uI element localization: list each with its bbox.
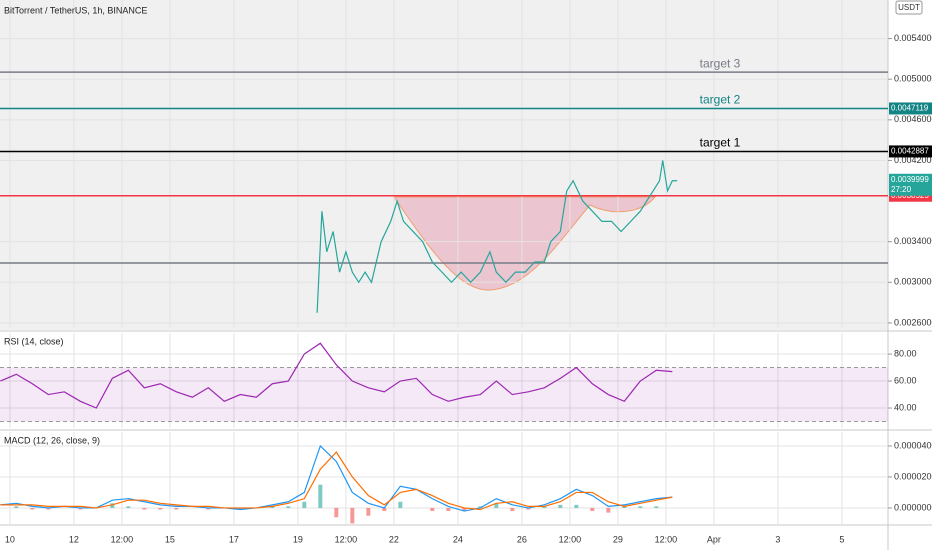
y-tick-label: 0.0000000 bbox=[894, 502, 932, 512]
y-tick-label: 80.00 bbox=[894, 348, 917, 358]
y-tick-label: 40.00 bbox=[894, 402, 917, 412]
histogram-bar bbox=[14, 506, 19, 508]
x-tick-label: 12:00 bbox=[655, 534, 678, 544]
macd-pane bbox=[0, 432, 888, 525]
histogram-bar bbox=[446, 507, 451, 512]
x-tick-label: 22 bbox=[389, 534, 399, 544]
rsi-band bbox=[0, 367, 888, 422]
currency-badge bbox=[895, 0, 923, 15]
y-tick-label: 0.0054000 bbox=[894, 33, 932, 43]
histogram-bar bbox=[206, 507, 211, 510]
countdown: 27:20 bbox=[891, 185, 912, 194]
macd-legend: MACD (12, 26, close, 9) bbox=[4, 435, 100, 445]
histogram-bar bbox=[542, 506, 547, 508]
histogram-bar bbox=[382, 507, 387, 512]
rsi-pane bbox=[0, 333, 888, 428]
y-tick-label: 60.00 bbox=[894, 375, 917, 385]
histogram-bar bbox=[510, 507, 515, 512]
cup-pattern bbox=[393, 196, 657, 291]
price-badge-label: 0.0047119 bbox=[891, 104, 929, 113]
rsi-legend: RSI (14, close) bbox=[4, 336, 64, 346]
last-price-badge bbox=[889, 173, 932, 196]
histogram-bar bbox=[558, 504, 563, 508]
indicator-line bbox=[0, 342, 673, 409]
histogram-bar bbox=[270, 506, 275, 508]
x-tick-label: 12:00 bbox=[111, 534, 134, 544]
histogram-bar bbox=[606, 507, 611, 513]
last-price: 0.0039999 bbox=[891, 175, 929, 184]
histogram-bar bbox=[30, 507, 35, 510]
symbol-legend: BitTorrent / TetherUS, 1h, BINANCE bbox=[4, 5, 147, 15]
x-tick-label: 19 bbox=[293, 534, 303, 544]
histogram-bar bbox=[158, 507, 163, 510]
histogram-bar bbox=[654, 506, 659, 508]
price-badge-label: 0.0042887 bbox=[891, 147, 929, 156]
price-pane bbox=[0, 0, 888, 330]
histogram-bar bbox=[142, 507, 147, 510]
level-label: target 2 bbox=[700, 93, 741, 107]
currency: USDT bbox=[898, 3, 920, 12]
histogram-bar bbox=[238, 507, 243, 510]
x-tick-label: 10 bbox=[5, 534, 15, 544]
price-badge bbox=[889, 145, 932, 158]
histogram-bar bbox=[494, 503, 499, 508]
histogram-bar bbox=[430, 507, 435, 512]
histogram-bar bbox=[334, 507, 339, 518]
histogram-bar bbox=[350, 507, 355, 524]
histogram-bar bbox=[462, 507, 467, 512]
x-tick-label: 5 bbox=[839, 534, 844, 544]
level-label: target 1 bbox=[700, 136, 741, 150]
x-tick-label: 29 bbox=[613, 534, 623, 544]
histogram-bar bbox=[622, 506, 627, 508]
histogram-bar bbox=[526, 507, 531, 510]
histogram-bar bbox=[398, 501, 403, 508]
x-tick-label: 17 bbox=[229, 534, 239, 544]
histogram-bar bbox=[302, 501, 307, 508]
histogram-bar bbox=[574, 504, 579, 508]
x-tick-label: 26 bbox=[517, 534, 527, 544]
histogram-bar bbox=[478, 506, 483, 508]
histogram-bar bbox=[78, 507, 83, 510]
level-label: target 3 bbox=[700, 56, 741, 70]
x-tick-label: 12 bbox=[69, 534, 79, 544]
price-badge bbox=[889, 102, 932, 115]
x-tick-label: 3 bbox=[775, 534, 780, 544]
histogram-bar bbox=[590, 507, 595, 512]
histogram-bar bbox=[318, 484, 323, 508]
histogram-bar bbox=[286, 506, 291, 508]
histogram-bar bbox=[110, 503, 115, 508]
x-tick-label: 12:00 bbox=[335, 534, 358, 544]
indicator-line bbox=[316, 160, 678, 313]
x-tick-label: 15 bbox=[165, 534, 175, 544]
histogram-bar bbox=[46, 507, 51, 510]
histogram-bar bbox=[638, 506, 643, 508]
x-tick-label: 24 bbox=[453, 534, 463, 544]
x-tick-label: 12:00 bbox=[559, 534, 582, 544]
histogram-bar bbox=[174, 507, 179, 510]
indicator-line bbox=[0, 444, 673, 512]
histogram-bar bbox=[366, 507, 371, 516]
indicator-line bbox=[0, 451, 673, 511]
histogram-bar bbox=[126, 506, 131, 508]
x-tick-label: Apr bbox=[707, 534, 721, 544]
